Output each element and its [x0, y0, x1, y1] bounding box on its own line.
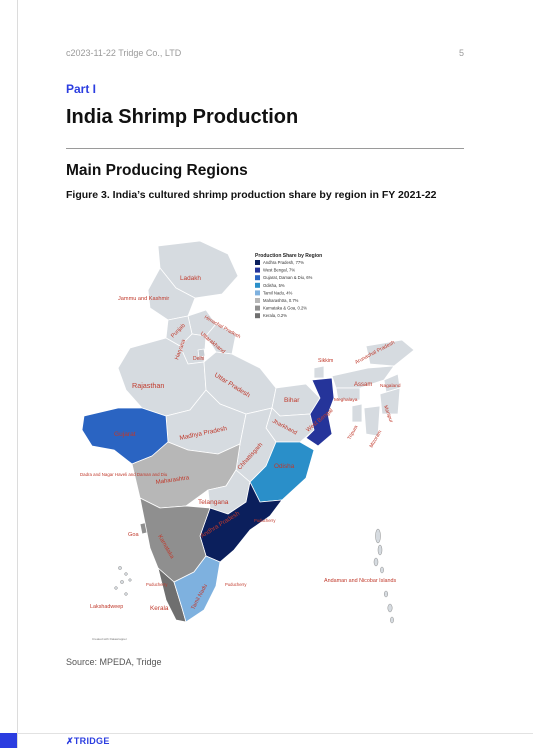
legend-swatch	[255, 298, 260, 303]
andaman-nicobar-islands	[373, 528, 394, 624]
label-telangana: Telangana	[198, 499, 229, 506]
legend-item-label: Kerala, 0.2%	[263, 313, 287, 318]
region-meghalaya	[335, 387, 361, 401]
label-gujarat: Gujarat	[114, 431, 136, 438]
label-goa: Goa	[128, 532, 139, 538]
label-puducherry-south: Puducherry	[225, 582, 247, 587]
region-delhi	[197, 348, 206, 358]
label-delhi: Delhi	[193, 356, 204, 362]
legend-item-label: Maharashtra, 0.7%	[263, 298, 299, 303]
region-tamil-nadu	[173, 555, 221, 623]
label-tripura: Tripura	[347, 424, 360, 441]
page-header: c2023-11-22 Tridge Co., LTD 5	[66, 48, 464, 58]
lakshadweep-islands	[114, 566, 132, 596]
label-odisha: Odisha	[274, 463, 295, 470]
footer-brand-text: TRIDGE	[73, 736, 110, 746]
legend-swatch	[255, 275, 260, 281]
legend-title: Production Share by Region	[255, 253, 322, 259]
label-maharashtra: Maharashtra	[155, 475, 190, 486]
label-assam: Assam	[354, 382, 372, 388]
part-label: Part I	[66, 82, 97, 96]
legend-swatch	[255, 260, 260, 265]
title-divider	[66, 148, 464, 149]
label-ladakh: Ladakh	[180, 275, 201, 282]
legend-swatch	[255, 290, 260, 296]
region-arunachal	[365, 339, 415, 367]
label-andaman: Andaman and Nicobar Islands	[324, 578, 397, 584]
page-title: India Shrimp Production	[66, 106, 299, 128]
label-rajasthan: Rajasthan	[132, 381, 164, 390]
section-subtitle: Main Producing Regions	[66, 162, 248, 179]
label-puducherry-east: Puducherry	[254, 518, 276, 523]
label-puducherry-west: Puducherry	[146, 582, 168, 587]
india-shrimp-map: Production Share by Region Andhra Prades…	[80, 240, 415, 641]
label-map-credit: Created with Datawrapper	[92, 637, 127, 641]
label-dadra: Dadra and Nagar Haveli and Daman and Diu	[80, 472, 168, 477]
label-sikkim: Sikkim	[318, 358, 333, 364]
copyright-text: c2023-11-22 Tridge Co., LTD	[66, 48, 182, 58]
legend-item-label: Odisha, 5%	[263, 283, 285, 288]
label-kerala: Kerala	[150, 605, 169, 612]
footer-rule	[17, 733, 533, 734]
footer-brand: ✗TRIDGE	[66, 736, 110, 747]
legend-item-label: Gujarat, Daman & Diu, 6%	[263, 275, 313, 280]
label-manipur: Manipur	[382, 405, 394, 424]
map-legend: Production Share by Region Andhra Prades…	[255, 253, 322, 319]
legend-item-label: Andhra Pradesh, 77%	[263, 260, 304, 265]
label-nagaland: Nagaland	[380, 383, 401, 389]
footer-accent-block	[0, 733, 17, 748]
region-manipur	[379, 387, 401, 415]
legend-item-label: Tamil Nadu, 4%	[263, 290, 293, 295]
tridge-logo-icon: ✗	[66, 736, 74, 746]
region-sikkim	[313, 365, 325, 379]
region-mizoram	[363, 405, 381, 437]
label-lakshadweep: Lakshadweep	[90, 604, 123, 610]
region-west-bengal	[305, 377, 335, 447]
page-margin-rule	[17, 0, 18, 748]
legend-swatch	[255, 267, 260, 273]
label-meghalaya: Meghalaya	[334, 397, 358, 403]
legend-item-label: Karnataka & Goa, 0.2%	[263, 306, 307, 311]
legend-swatch	[255, 282, 260, 288]
label-jammu-kashmir: Jammu and Kashmir	[118, 296, 169, 302]
region-tripura	[351, 403, 363, 423]
label-bihar: Bihar	[284, 397, 300, 404]
region-uttarakhand	[205, 323, 237, 355]
source-note: Source: MPEDA, Tridge	[66, 657, 162, 667]
figure-caption: Figure 3. India’s cultured shrimp produc…	[66, 189, 437, 201]
page-number: 5	[458, 48, 464, 58]
legend-item-label: West Bengal, 7%	[263, 268, 295, 273]
legend-swatch	[255, 313, 260, 319]
legend-swatch	[255, 305, 260, 311]
